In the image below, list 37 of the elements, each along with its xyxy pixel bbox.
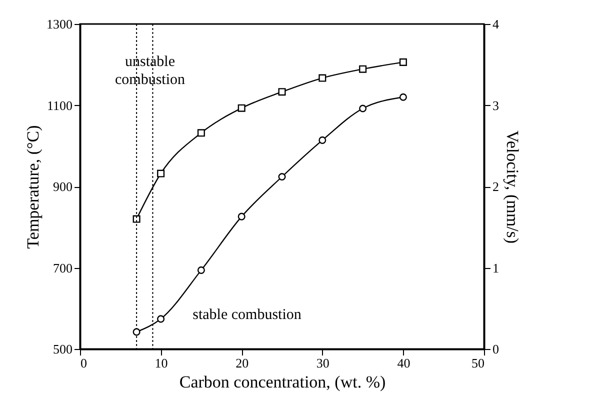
point [318, 136, 326, 144]
y-tick-label: 1100 [46, 98, 72, 113]
point [278, 88, 286, 96]
point [238, 212, 246, 220]
x-tick-label: 30 [316, 356, 330, 370]
point [157, 170, 165, 178]
y2-axis-title: Velocity, (mm/s) [503, 130, 522, 244]
annotation: unstable combustion [115, 54, 186, 88]
y-tick-label: 900 [53, 179, 72, 194]
y-tick-label: 700 [53, 260, 72, 276]
x-tick-label: 50 [472, 356, 484, 370]
point [132, 328, 140, 336]
point [359, 65, 367, 73]
y2-tick-label: 3 [492, 98, 499, 113]
point [318, 74, 326, 82]
x-tick-label: 20 [236, 356, 249, 370]
point [197, 129, 205, 137]
point [157, 315, 165, 323]
annotation: stable combustion [192, 307, 302, 323]
point [399, 93, 407, 101]
y2-tick-label: 0 [492, 342, 499, 356]
x-tick-label: 0 [80, 356, 87, 370]
point [132, 215, 140, 223]
y-axis-title: Temperature, (°C) [24, 125, 42, 249]
point [238, 104, 246, 112]
y-tick-label: 1300 [46, 16, 72, 32]
point [359, 104, 367, 112]
y2-tick-label: 4 [492, 16, 500, 32]
y2-tick-label: 1 [492, 260, 499, 276]
y2-tick-label: 2 [492, 179, 499, 194]
point [197, 266, 205, 274]
point [278, 172, 286, 181]
point [399, 58, 407, 66]
x-tick-label: 40 [397, 356, 410, 370]
x-axis-title: Carbon concentration, (wt. %) [179, 372, 386, 392]
y-tick-label: 500 [53, 342, 72, 356]
x-tick-label: 10 [154, 356, 168, 370]
